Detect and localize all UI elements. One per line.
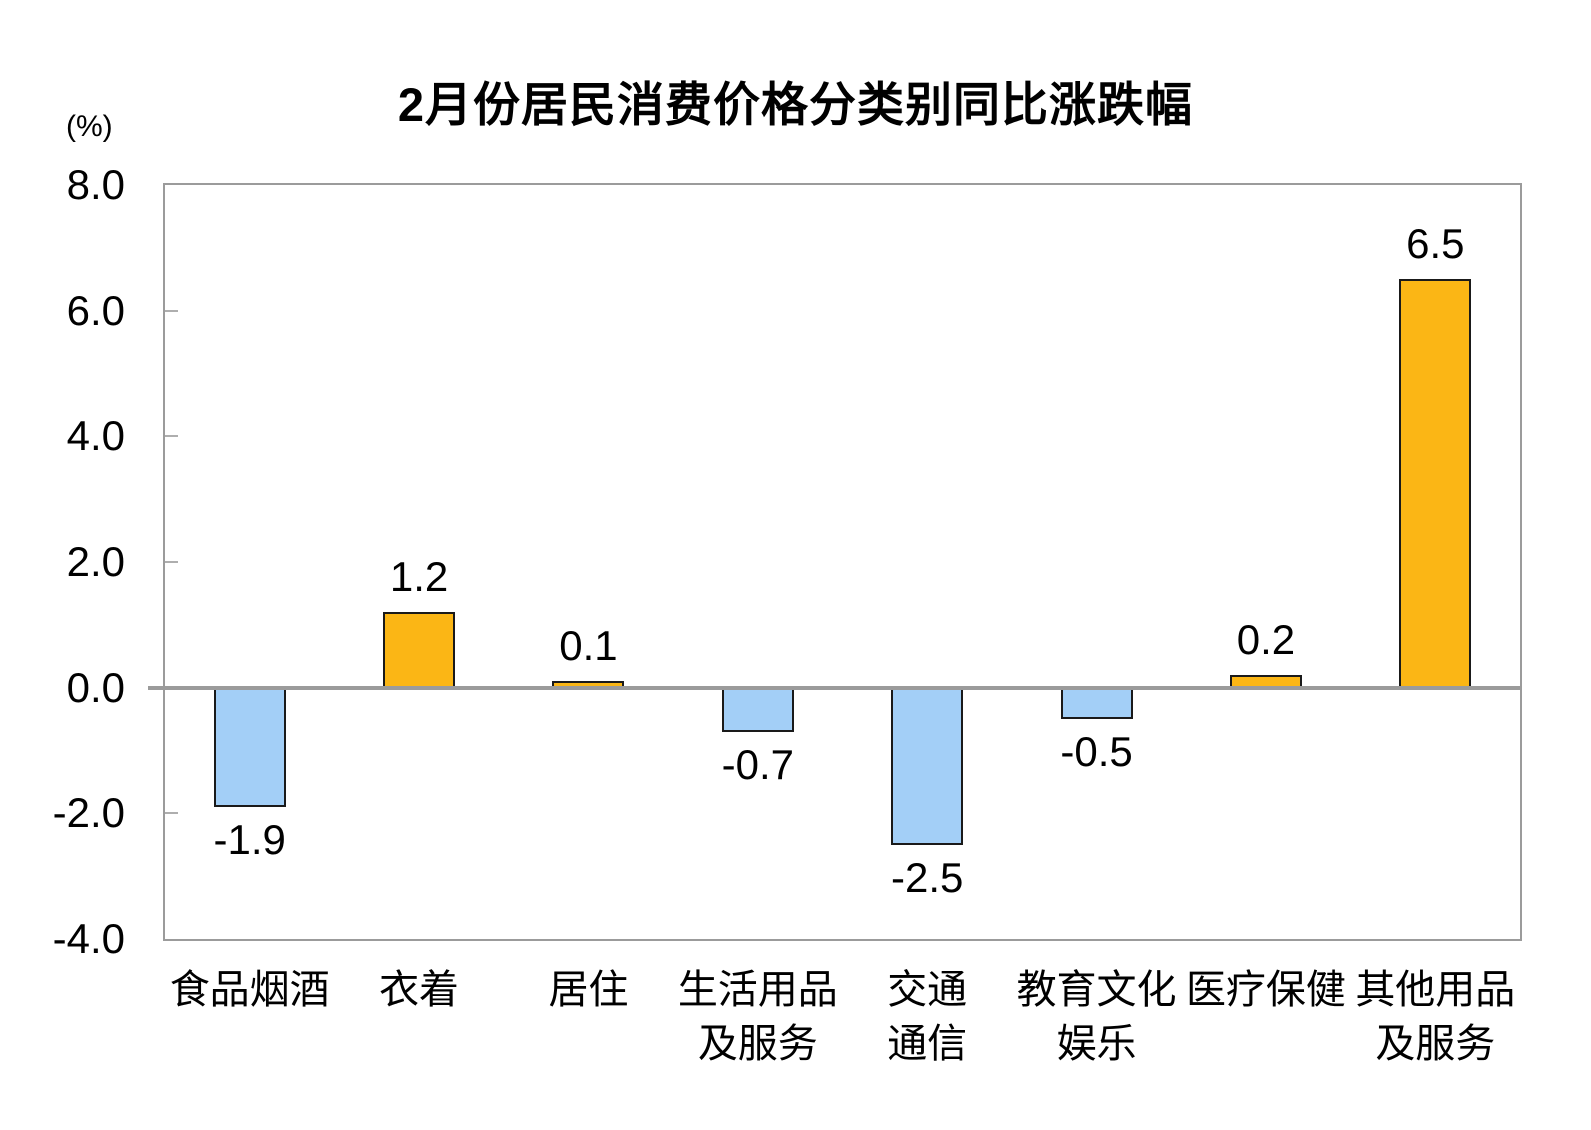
bar-value-label: 0.1 — [559, 622, 618, 670]
bar-value-label: 0.2 — [1236, 616, 1296, 664]
chart-title: 2月份居民消费价格分类别同比涨跌幅 — [397, 78, 1194, 131]
bar-value-label: -0.5 — [1060, 728, 1133, 776]
bar-value-label: -2.5 — [891, 853, 964, 901]
y-axis-tick-label: -4.0 — [52, 915, 125, 962]
plot-area: 8.0 6.0 4.0 2.0 0.0 -2.0 -4.0 -1.9 1.2 0.1 -0.7 -2.… — [53, 164, 1522, 960]
y-axis-unit-label: (%) — [66, 110, 113, 143]
y-axis-tick-label: 4.0 — [66, 412, 125, 460]
x-axis-category-label: 居住 — [548, 968, 629, 1012]
x-axis-category-label: 其他用品 及服务 — [1355, 968, 1516, 1066]
bar-value-label: 6.5 — [1406, 220, 1465, 268]
y-axis-tick — [165, 435, 178, 438]
x-axis-labels: 食品烟酒 衣着 居住 生活用品 及服务 交通 通信 教育文化 娱乐 医疗保健 其他用品 及服务 — [165, 963, 1520, 1071]
bar — [1060, 687, 1133, 720]
bar — [383, 612, 456, 688]
bar — [891, 687, 964, 845]
bar-value-label: -0.7 — [721, 740, 794, 788]
bar-value-label: 1.2 — [389, 553, 449, 601]
bar-value-label: -1.9 — [213, 816, 286, 864]
x-axis-category-label: 医疗保健 — [1185, 968, 1346, 1012]
bar — [721, 687, 794, 732]
x-axis-category-label: 食品烟酒 — [169, 968, 330, 1012]
y-axis-tick — [165, 812, 178, 815]
bar — [213, 687, 286, 808]
x-axis-category-label: 教育文化 娱乐 — [1016, 968, 1177, 1066]
y-axis-tick-label: 6.0 — [66, 286, 125, 334]
bar — [1399, 279, 1472, 688]
y-axis-tick-label: 8.0 — [66, 161, 125, 208]
zero-axis-line — [148, 685, 1520, 690]
x-axis-category-label: 生活用品 及服务 — [677, 968, 838, 1066]
y-axis-tick-label: -2.0 — [52, 789, 125, 837]
x-axis-category-label: 衣着 — [379, 968, 460, 1012]
y-axis-tick — [165, 309, 178, 312]
x-axis-category-label: 交通 通信 — [887, 968, 968, 1066]
y-axis-tick-label: 2.0 — [66, 538, 125, 585]
y-axis-tick-label: 0.0 — [66, 663, 125, 711]
y-axis-tick — [165, 561, 178, 563]
